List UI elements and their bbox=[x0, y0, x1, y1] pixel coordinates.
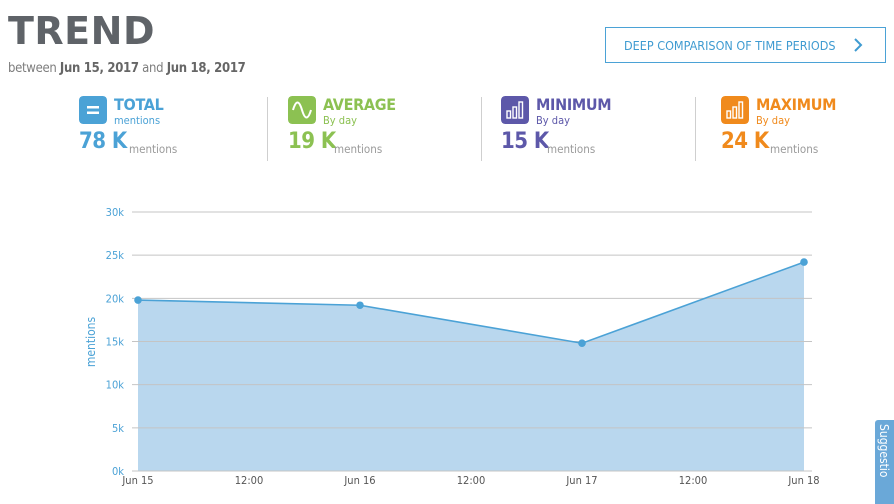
y-tick-label: 30k bbox=[106, 206, 125, 219]
stat-average-unit: mentions bbox=[334, 142, 383, 156]
stat-divider bbox=[481, 97, 482, 161]
data-point bbox=[800, 258, 808, 266]
equals-icon bbox=[79, 96, 107, 124]
stat-average-sublabel: By day bbox=[323, 114, 357, 127]
trend-chart: 0k 5k 10k 15k 20k 25k 30k Jun 15 12:00 Jun 16 12:0… bbox=[84, 206, 820, 487]
stat-total-label: TOTAL bbox=[114, 95, 164, 114]
subtitle-prefix: between bbox=[8, 61, 57, 76]
stat-maximum-unit: mentions bbox=[770, 142, 819, 156]
stat-minimum-sublabel: By day bbox=[536, 114, 570, 127]
stat-minimum-value: 15 K bbox=[501, 129, 549, 154]
stat-minimum-label: MINIMUM bbox=[536, 95, 612, 114]
suggestions-tab-label: Suggestio bbox=[877, 424, 891, 478]
stat-maximum-sublabel: By day bbox=[756, 114, 790, 127]
chart-area bbox=[138, 262, 804, 471]
stat-maximum-label: MAXIMUM bbox=[756, 95, 837, 114]
data-point bbox=[578, 339, 586, 348]
x-tick-label: 12:00 bbox=[235, 474, 264, 487]
date-from: Jun 15, 2017 bbox=[59, 61, 139, 76]
suggestions-tab[interactable]: Suggestio bbox=[875, 420, 894, 504]
y-tick-label: 25k bbox=[106, 249, 125, 262]
data-point bbox=[356, 301, 364, 310]
y-axis-label: mentions bbox=[84, 316, 98, 367]
y-tick-label: 10k bbox=[106, 379, 125, 392]
data-point bbox=[134, 296, 142, 304]
bar-chart-icon bbox=[721, 96, 749, 124]
stat-divider bbox=[695, 97, 696, 161]
bar-chart-icon bbox=[501, 96, 529, 124]
series-line bbox=[137, 261, 805, 345]
y-tick-label: 15k bbox=[106, 336, 125, 349]
wave-icon bbox=[288, 96, 316, 124]
y-tick-label: 20k bbox=[106, 292, 125, 305]
chevron-right-icon bbox=[854, 38, 863, 52]
subtitle-and: and bbox=[142, 61, 164, 76]
stat-total-sublabel: mentions bbox=[114, 114, 161, 127]
stat-maximum-value: 24 K bbox=[721, 129, 769, 154]
x-tick-label: Jun 16 bbox=[343, 474, 375, 487]
y-tick-label: 5k bbox=[112, 422, 124, 435]
x-tick-label: Jun 18 bbox=[787, 474, 819, 487]
stat-divider bbox=[267, 97, 268, 161]
x-tick-label: 12:00 bbox=[679, 474, 708, 487]
x-tick-label: Jun 15 bbox=[121, 474, 153, 487]
stat-average-label: AVERAGE bbox=[323, 95, 396, 114]
date-to: Jun 18, 2017 bbox=[166, 61, 246, 76]
stat-average-value: 19 K bbox=[288, 129, 336, 154]
x-tick-label: 12:00 bbox=[457, 474, 486, 487]
deep-comparison-label: DEEP COMPARISON OF TIME PERIODS bbox=[624, 37, 836, 53]
y-tick-label: 0k bbox=[112, 465, 124, 478]
date-range: between Jun 15, 2017 and Jun 18, 2017 bbox=[8, 61, 246, 76]
stat-total-unit: mentions bbox=[129, 142, 178, 156]
x-tick-label: Jun 17 bbox=[565, 474, 597, 487]
page-title: TREND bbox=[8, 9, 155, 53]
deep-comparison-button[interactable]: DEEP COMPARISON OF TIME PERIODS bbox=[605, 27, 886, 63]
stat-total-value: 78 K bbox=[79, 129, 127, 154]
stat-minimum-unit: mentions bbox=[547, 142, 596, 156]
